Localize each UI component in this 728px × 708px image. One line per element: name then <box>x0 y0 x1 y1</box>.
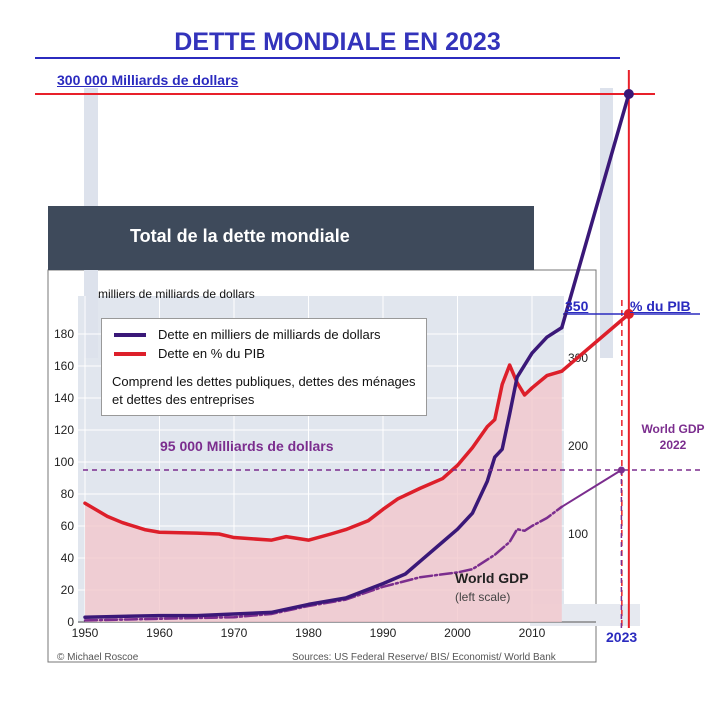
y-tick-label: 100 <box>54 455 74 469</box>
x-tick-label: 1950 <box>72 626 99 640</box>
pct-area-fill <box>85 365 562 622</box>
world-gdp-extrapolation <box>561 469 622 508</box>
y2-tick-label: 100 <box>568 527 588 541</box>
world-gdp-curve-label: World GDP <box>455 570 529 586</box>
x-tick-label: 1960 <box>146 626 173 640</box>
y-tick-label: 0 <box>67 615 74 629</box>
y-tick-label: 180 <box>54 327 74 341</box>
top-value-annotation: 300 000 Milliards de dollars <box>57 72 239 88</box>
y-tick-label: 20 <box>61 583 75 597</box>
pct-2023-point <box>623 309 634 319</box>
y-tick-label: 120 <box>54 423 74 437</box>
series-line-world-gdp <box>83 505 564 622</box>
pct-extrapolation <box>560 312 631 373</box>
debt-extrapolation <box>560 92 631 330</box>
x-tick-label: 1990 <box>370 626 397 640</box>
y-tick-label: 40 <box>61 551 75 565</box>
gdp-level-annotation: 95 000 Milliards de dollars <box>160 438 334 454</box>
world-gdp-annotation-line2: 2022 <box>659 438 687 452</box>
legend-label-debt: Dette en milliers de milliards de dollar… <box>158 327 381 342</box>
series-line-debt-pct <box>83 363 564 542</box>
y-axis-unit-label: milliers de milliards de dollars <box>98 287 255 301</box>
world-gdp-2022-annotation: World GDP 2022 <box>628 421 718 453</box>
pct-value-annotation: 350 <box>565 298 589 314</box>
credit-text: © Michael Roscoe <box>57 652 139 663</box>
x-tick-label: 2010 <box>519 626 546 640</box>
pct-area <box>85 365 562 622</box>
y-tick-label: 160 <box>54 359 74 373</box>
annotation-guides <box>35 57 700 628</box>
pct-label-annotation: % du PIB <box>630 298 691 314</box>
world-gdp-annotation-line1: World GDP <box>641 422 705 436</box>
tick-labels: 0 20 40 60 80 100 120 140 160 180 1950 1960 1970 1980… <box>54 327 588 640</box>
year-2023-label: 2023 <box>606 629 638 645</box>
legend-label-pct: Dette en % du PIB <box>158 346 265 361</box>
grey-column-right <box>600 88 613 358</box>
y-tick-label: 60 <box>61 519 75 533</box>
page-title: DETTE MONDIALE EN 2023 <box>174 28 501 56</box>
chart-header: Total de la dette mondiale <box>48 206 534 270</box>
sources-text: Sources: US Federal Reserve/ BIS/ Econom… <box>292 652 556 663</box>
y2-tick-label: 200 <box>568 439 588 453</box>
debt-2023-point <box>623 89 634 99</box>
x-tick-label: 1970 <box>221 626 248 640</box>
legend-swatch-pct <box>114 352 146 356</box>
legend: Dette en milliers de milliards de dollar… <box>101 318 427 416</box>
legend-note: Comprend les dettes publiques, dettes de… <box>112 374 416 407</box>
y-tick-label: 80 <box>61 487 75 501</box>
x-tick-label: 1980 <box>295 626 322 640</box>
gdp-2022-point <box>617 466 625 474</box>
y-tick-label: 140 <box>54 391 74 405</box>
x-tick-label: 2000 <box>444 626 471 640</box>
chart-title: Total de la dette mondiale <box>130 226 350 246</box>
series-line-debt <box>83 325 564 619</box>
legend-swatch-debt <box>114 333 146 337</box>
world-gdp-curve-sublabel: (left scale) <box>455 590 511 604</box>
series-lines <box>83 325 564 622</box>
